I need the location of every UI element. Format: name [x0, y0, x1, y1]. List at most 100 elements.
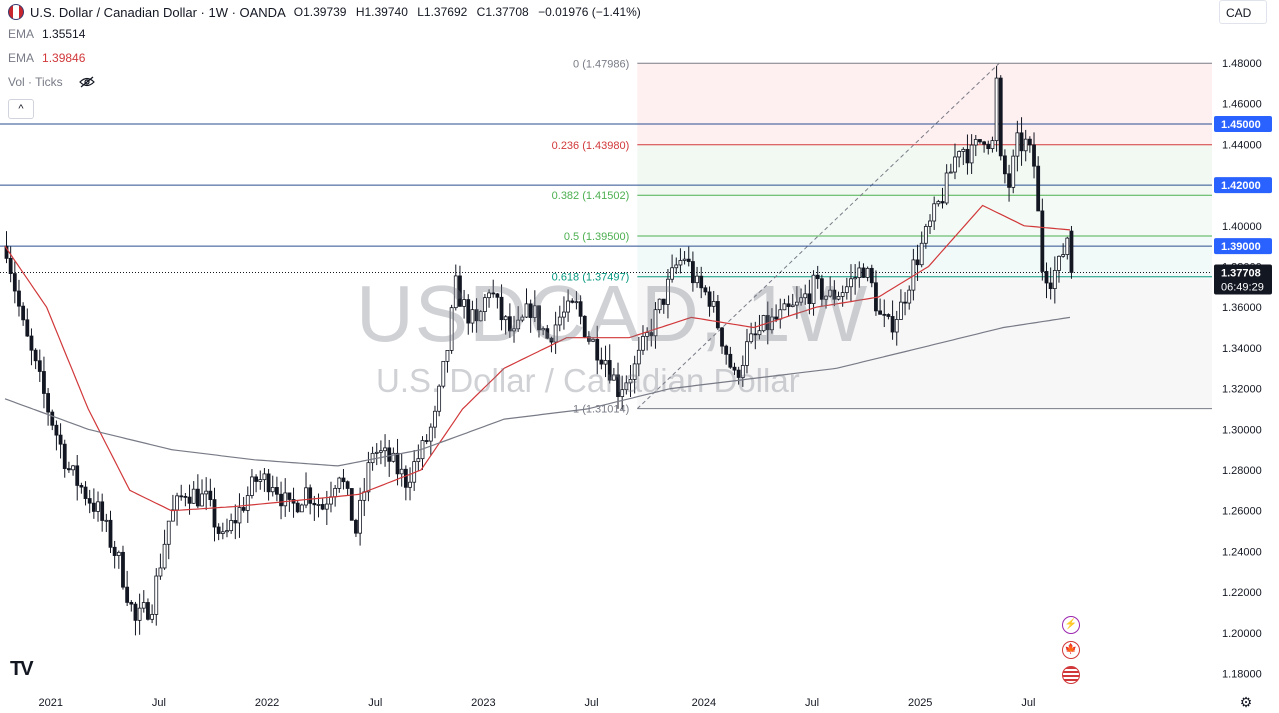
candle-body — [441, 360, 446, 387]
candle-body — [378, 450, 383, 453]
candle-body — [745, 341, 749, 366]
indicator-label: EMA — [8, 27, 35, 41]
candle-body — [262, 473, 267, 481]
ohlc-close-key: C — [476, 5, 486, 19]
candle-body — [337, 477, 342, 489]
candle-body — [982, 141, 986, 145]
candle-body — [657, 298, 662, 311]
candle-body — [308, 487, 313, 504]
ohlc-close-value: 1.37708 — [485, 5, 529, 19]
candle-body — [424, 440, 429, 442]
candle-body — [329, 496, 333, 505]
y-axis-tick-label: 1.30000 — [1222, 424, 1262, 436]
candle-body — [795, 301, 799, 306]
candle-body — [890, 316, 895, 333]
candle-body — [482, 297, 487, 313]
event-us-flag-icon[interactable] — [1062, 666, 1080, 684]
candle-body — [50, 411, 55, 426]
candle-body — [487, 292, 491, 299]
y-axis-tick-label: 1.48000 — [1222, 58, 1262, 70]
candle-body — [466, 299, 471, 324]
settings-gear-icon[interactable]: ⚙ — [1239, 694, 1253, 710]
y-axis-tick-label: 1.18000 — [1222, 669, 1262, 681]
candle-body — [774, 316, 778, 320]
candle-body — [250, 476, 254, 496]
candle-body — [691, 261, 695, 284]
candle-body — [408, 481, 412, 488]
ema-slow-line — [4, 316, 1071, 467]
candle-body — [636, 349, 641, 365]
candle-body — [21, 305, 26, 321]
candle-body — [75, 465, 80, 486]
candle-body — [790, 304, 795, 307]
indicator-ema-fast[interactable]: EMA 1.39846 — [8, 51, 85, 65]
candle-body — [899, 301, 903, 320]
candle-body — [491, 292, 496, 295]
x-axis-tick-label: 2024 — [692, 697, 716, 709]
candle-body — [628, 378, 633, 384]
currency-button[interactable]: CAD — [1219, 0, 1267, 24]
candle-body — [1007, 173, 1011, 188]
candle-body — [645, 332, 650, 337]
y-axis-tick-label: 1.36000 — [1222, 302, 1262, 314]
candle-body — [574, 301, 579, 304]
candle-body — [587, 336, 591, 342]
event-dividend-icon[interactable]: ⚡ — [1062, 616, 1080, 634]
candle-body — [125, 586, 130, 603]
candle-body — [624, 382, 629, 391]
candle-body — [258, 479, 263, 482]
candle-body — [237, 507, 242, 524]
hidden-eye-icon[interactable] — [78, 76, 95, 88]
candle-body — [112, 546, 117, 556]
candle-body — [416, 458, 421, 463]
price-level-label: 1.39000 — [1221, 241, 1261, 253]
candle-body — [170, 509, 175, 522]
candle-body — [678, 260, 683, 266]
candle-body — [91, 502, 96, 512]
price-level-label-bg — [1214, 238, 1272, 255]
indicator-ema-slow[interactable]: EMA 1.35514 — [8, 27, 85, 41]
candle-body — [711, 301, 716, 307]
candle-body — [732, 366, 737, 371]
candle-body — [1015, 132, 1020, 157]
price-level-label-bg — [1214, 116, 1272, 133]
candle-body — [591, 338, 595, 342]
candle-body — [87, 498, 92, 504]
tradingview-logo-icon[interactable]: TV — [10, 658, 34, 680]
candle-body — [715, 301, 720, 329]
candle-body — [811, 274, 816, 304]
symbol-title[interactable]: U.S. Dollar / Canadian Dollar · 1W · OAN… — [30, 4, 286, 20]
y-axis-tick-label: 1.22000 — [1222, 587, 1262, 599]
y-axis-tick-label: 1.26000 — [1222, 506, 1262, 518]
candle-body — [882, 313, 887, 316]
indicator-volume[interactable]: Vol · Ticks — [8, 75, 95, 89]
x-axis-tick-label: Jul — [368, 697, 382, 709]
candle-body — [724, 345, 729, 355]
candle-body — [853, 277, 858, 280]
candle-body — [233, 520, 238, 524]
candle-body — [520, 316, 525, 321]
fib-level-label: 1 (1.31014) — [573, 404, 629, 416]
x-axis-tick-label: Jul — [152, 697, 166, 709]
candle-body — [857, 267, 862, 278]
candle-body — [104, 519, 109, 522]
candle-body — [578, 301, 583, 317]
candle-body — [279, 493, 283, 507]
candle-body — [12, 273, 17, 292]
watermark-symbol: USDCAD, 1W — [356, 269, 869, 358]
candle-body — [686, 258, 691, 262]
candle-body — [100, 501, 105, 521]
collapse-legend-button[interactable]: ^ — [8, 99, 34, 119]
candle-body — [607, 360, 612, 381]
candle-body — [137, 607, 142, 621]
candle-body — [865, 267, 870, 278]
ohlc-high-key: H — [355, 5, 365, 19]
candle-body — [478, 311, 483, 322]
candle-body — [803, 293, 808, 299]
event-canada-flag-icon[interactable]: 🍁 — [1062, 641, 1080, 659]
candle-body — [1032, 144, 1036, 167]
candle-body — [366, 462, 371, 493]
y-axis-tick-label: 1.34000 — [1222, 343, 1262, 355]
candle-body — [1023, 138, 1028, 152]
